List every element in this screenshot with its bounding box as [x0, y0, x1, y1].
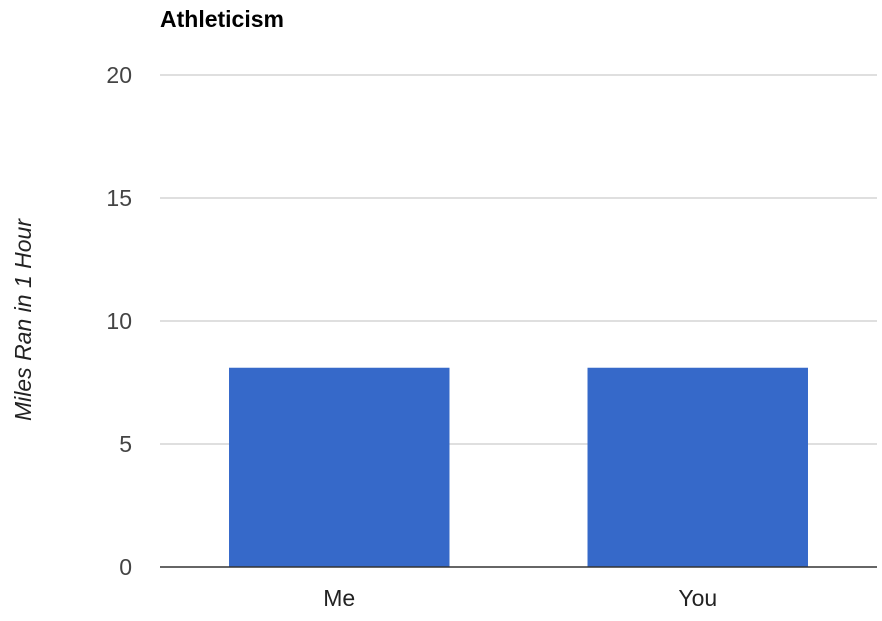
bar-me[interactable]: [229, 367, 450, 567]
y-tick-label: 0: [119, 554, 132, 580]
x-category-label: You: [678, 585, 717, 611]
y-tick-label: 20: [106, 62, 132, 88]
x-category-label: Me: [323, 585, 355, 611]
x-category-labels: Me You: [323, 585, 717, 611]
y-tick-label: 15: [106, 185, 132, 211]
y-tick-label: 5: [119, 431, 132, 457]
y-axis-label: Miles Ran in 1 Hour: [10, 218, 36, 421]
y-tick-label: 10: [106, 308, 132, 334]
bars: [229, 367, 808, 567]
y-tick-labels: 0 5 10 15 20: [106, 62, 132, 580]
bar-you[interactable]: [587, 367, 808, 567]
chart-title: Athleticism: [160, 6, 284, 32]
